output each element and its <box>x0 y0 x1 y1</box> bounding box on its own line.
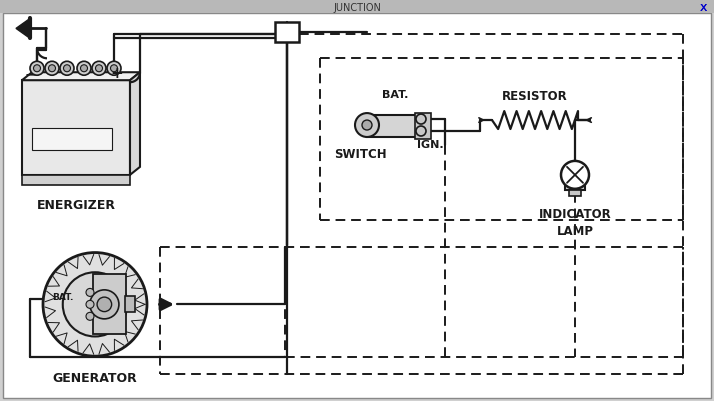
FancyBboxPatch shape <box>22 81 130 175</box>
Circle shape <box>107 62 121 76</box>
Text: SWITCH: SWITCH <box>333 148 386 160</box>
Circle shape <box>416 127 426 137</box>
Text: BAT.: BAT. <box>382 90 408 100</box>
Polygon shape <box>16 19 30 39</box>
Bar <box>0 2 714 14</box>
Text: x: x <box>699 2 707 14</box>
Bar <box>275 23 299 43</box>
Circle shape <box>81 66 88 73</box>
Text: ENERGIZER: ENERGIZER <box>36 198 116 211</box>
Circle shape <box>45 62 59 76</box>
Bar <box>125 297 135 312</box>
Polygon shape <box>130 73 140 175</box>
Text: −: − <box>24 67 36 81</box>
Text: GENERATOR: GENERATOR <box>53 371 137 384</box>
Text: JUNCTION: JUNCTION <box>333 3 381 13</box>
Circle shape <box>64 66 71 73</box>
Circle shape <box>97 298 111 312</box>
Circle shape <box>90 290 119 319</box>
Polygon shape <box>22 73 140 81</box>
Text: IGN.: IGN. <box>417 140 443 150</box>
Circle shape <box>561 162 589 189</box>
Circle shape <box>60 62 74 76</box>
Circle shape <box>43 253 147 356</box>
Bar <box>415 114 431 140</box>
Text: +: + <box>111 66 124 81</box>
Circle shape <box>362 121 372 131</box>
Text: INDICATOR
LAMP: INDICATOR LAMP <box>538 207 611 237</box>
Circle shape <box>96 66 103 73</box>
Text: x: x <box>699 2 707 14</box>
Bar <box>32 129 112 150</box>
Circle shape <box>92 62 106 76</box>
Circle shape <box>86 289 94 297</box>
Text: BAT.: BAT. <box>52 292 74 301</box>
Circle shape <box>77 62 91 76</box>
Circle shape <box>63 273 127 337</box>
Bar <box>22 175 130 185</box>
Circle shape <box>49 66 56 73</box>
Bar <box>93 275 126 334</box>
Circle shape <box>416 115 426 125</box>
Bar <box>565 180 585 190</box>
Circle shape <box>34 66 41 73</box>
Circle shape <box>355 114 379 138</box>
Text: RESISTOR: RESISTOR <box>502 90 568 103</box>
Bar <box>367 116 419 138</box>
Circle shape <box>86 301 94 309</box>
Bar <box>569 190 581 196</box>
Circle shape <box>111 66 118 73</box>
Circle shape <box>30 62 44 76</box>
Circle shape <box>86 312 94 320</box>
